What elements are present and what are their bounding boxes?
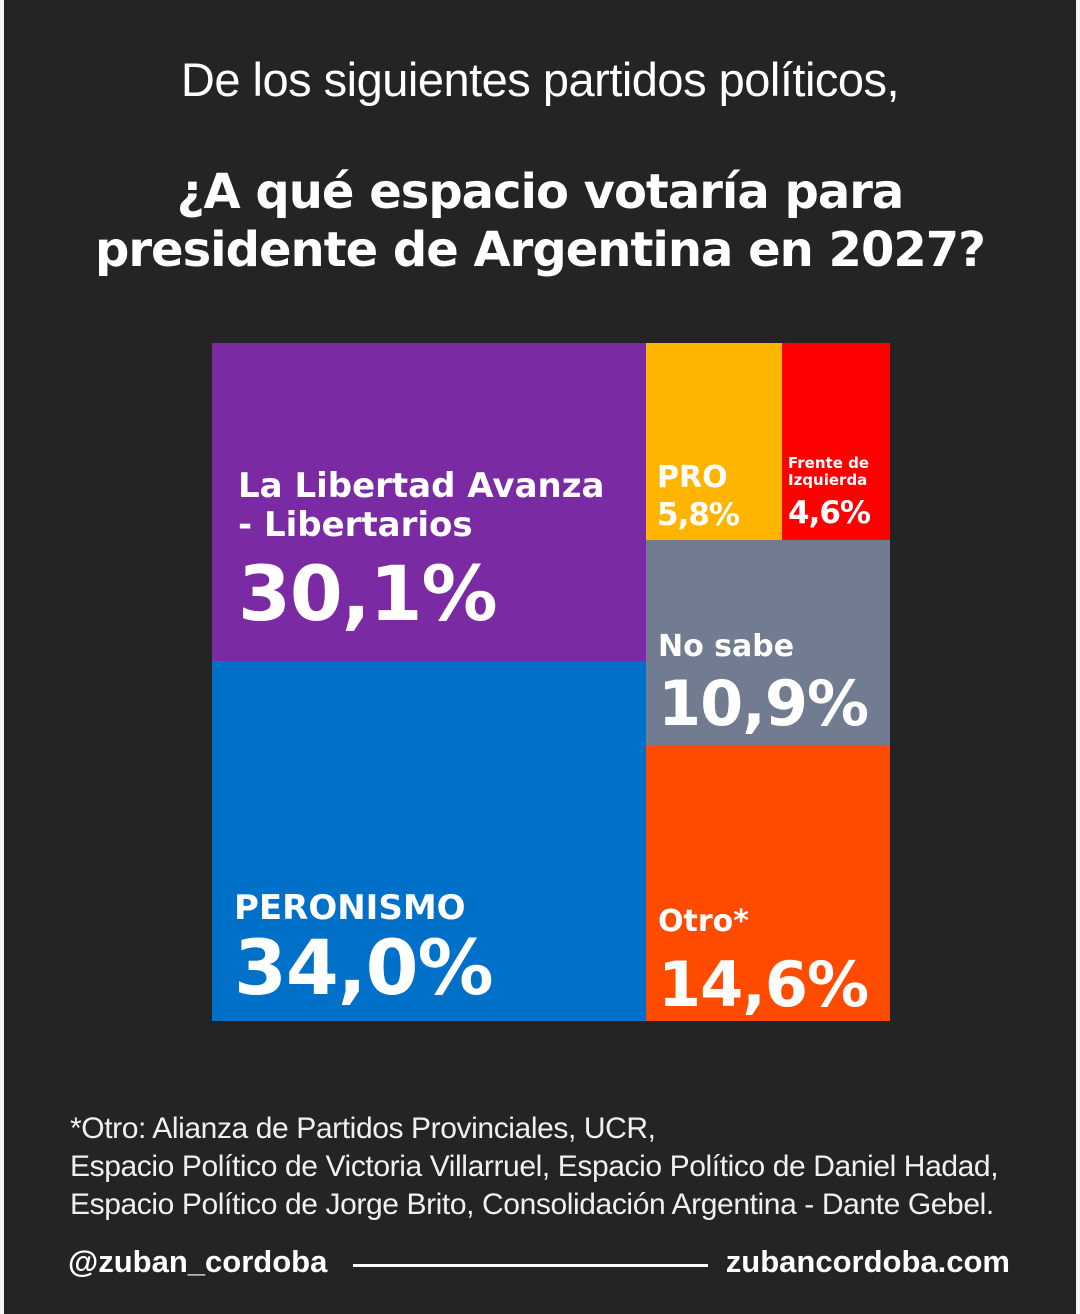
treemap-tile-otro: Otro* 14,6% — [646, 745, 890, 1021]
tile-label: No sabe — [658, 629, 795, 665]
tile-label-line: PERONISMO — [234, 888, 466, 928]
footer-divider — [353, 1264, 708, 1267]
tile-label: Frente de Izquierda — [788, 454, 870, 490]
footnote-line: Espacio Político de Jorge Brito, Consoli… — [70, 1188, 994, 1221]
tile-label: La Libertad Avanza - Libertarios — [238, 466, 605, 546]
tile-value: 34,0% — [234, 923, 494, 1013]
tile-label-line: Otro* — [658, 904, 749, 939]
website-link: zubancordoba.com — [725, 1244, 1010, 1279]
subtitle: De los siguientes partidos políticos, — [180, 53, 900, 106]
treemap-tile-la-libertad-avanza: La Libertad Avanza - Libertarios 30,1% — [212, 343, 646, 661]
tile-value: 10,9% — [658, 666, 869, 740]
footnote-line: Espacio Político de Victoria Villarruel,… — [70, 1150, 999, 1183]
tile-label-line: No sabe — [658, 629, 795, 664]
tile-label-line: PRO — [657, 460, 728, 495]
tile-label-line: Izquierda — [788, 471, 868, 490]
tile-value: 4,6% — [788, 495, 871, 532]
tile-label-line: - Libertarios — [238, 505, 473, 546]
tile-label: PRO — [657, 460, 728, 496]
social-handle: @zuban_cordoba — [68, 1244, 328, 1279]
treemap-tile-pro: PRO 5,8% — [646, 343, 782, 540]
tile-label-line: La Libertad Avanza — [238, 466, 605, 506]
treemap-tile-frente-de-izquierda: Frente de Izquierda 4,6% — [782, 343, 890, 540]
question-line-1: ¿A qué espacio votaría para — [176, 164, 905, 220]
tile-value: 5,8% — [657, 497, 740, 534]
question-line-2: presidente de Argentina en 2027? — [95, 222, 986, 278]
footnote-line: *Otro: Alianza de Partidos Provinciales,… — [70, 1112, 656, 1145]
treemap-tile-peronismo: PERONISMO 34,0% — [212, 661, 646, 1021]
tile-value: 30,1% — [238, 549, 498, 639]
tile-label: Otro* — [658, 904, 749, 940]
treemap-tile-no-sabe: No sabe 10,9% — [646, 540, 890, 745]
tile-value: 14,6% — [658, 947, 869, 1021]
tile-label: PERONISMO — [234, 888, 466, 928]
tile-label-line: Frente de — [788, 454, 870, 472]
footnote: *Otro: Alianza de Partidos Provinciales,… — [70, 1110, 1050, 1224]
